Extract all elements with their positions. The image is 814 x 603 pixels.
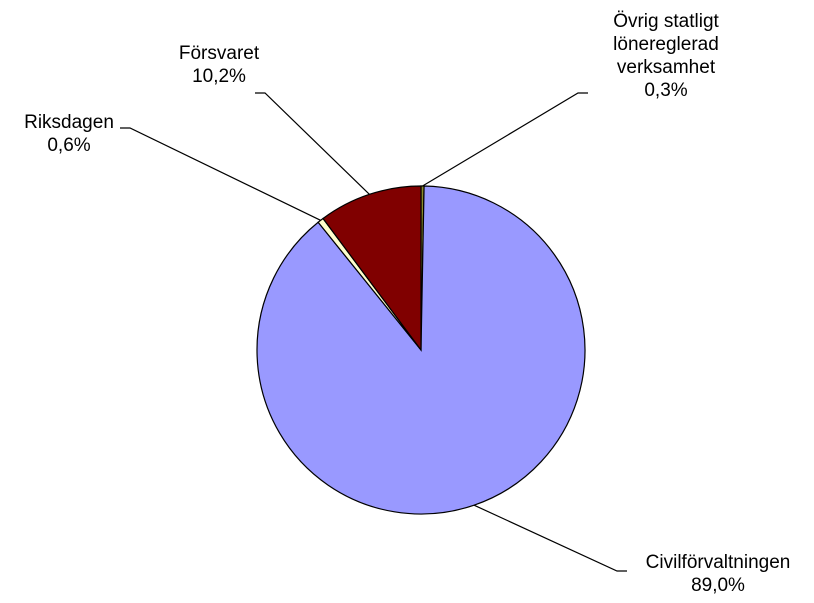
slice-name-label: Riksdagen [24, 112, 114, 133]
slice-value-label: 89,0% [691, 575, 745, 596]
slice-label: Riksdagen 0,6% [24, 112, 114, 156]
leader-lines [120, 92, 627, 572]
pie-slice [322, 185, 422, 352]
slice-label: Övrig statligt lönereglerad verksamhet 0,3% [613, 11, 719, 101]
slice-name-label: verksamhet [617, 57, 716, 78]
pie-slices [256, 185, 586, 515]
slice-value-label: 0,6% [47, 135, 90, 156]
slice-value-label: 10,2% [192, 66, 246, 87]
slice-name-label: Civilförvaltningen [646, 552, 791, 573]
leader-line [120, 127, 321, 221]
slice-labels: Övrig statligt lönereglerad verksamhet 0,3%… [24, 11, 790, 596]
leader-line [473, 504, 627, 572]
slice-name-label: Övrig statligt [613, 11, 719, 32]
slice-value-label: 0,3% [644, 80, 687, 101]
slice-label: Civilförvaltningen 89,0% [646, 552, 791, 596]
leader-line [255, 92, 370, 195]
slice-label: Försvaret 10,2% [179, 43, 260, 87]
slice-name-label: Försvaret [179, 43, 260, 64]
leader-line [422, 92, 588, 187]
slice-name-label: lönereglerad [613, 34, 719, 55]
